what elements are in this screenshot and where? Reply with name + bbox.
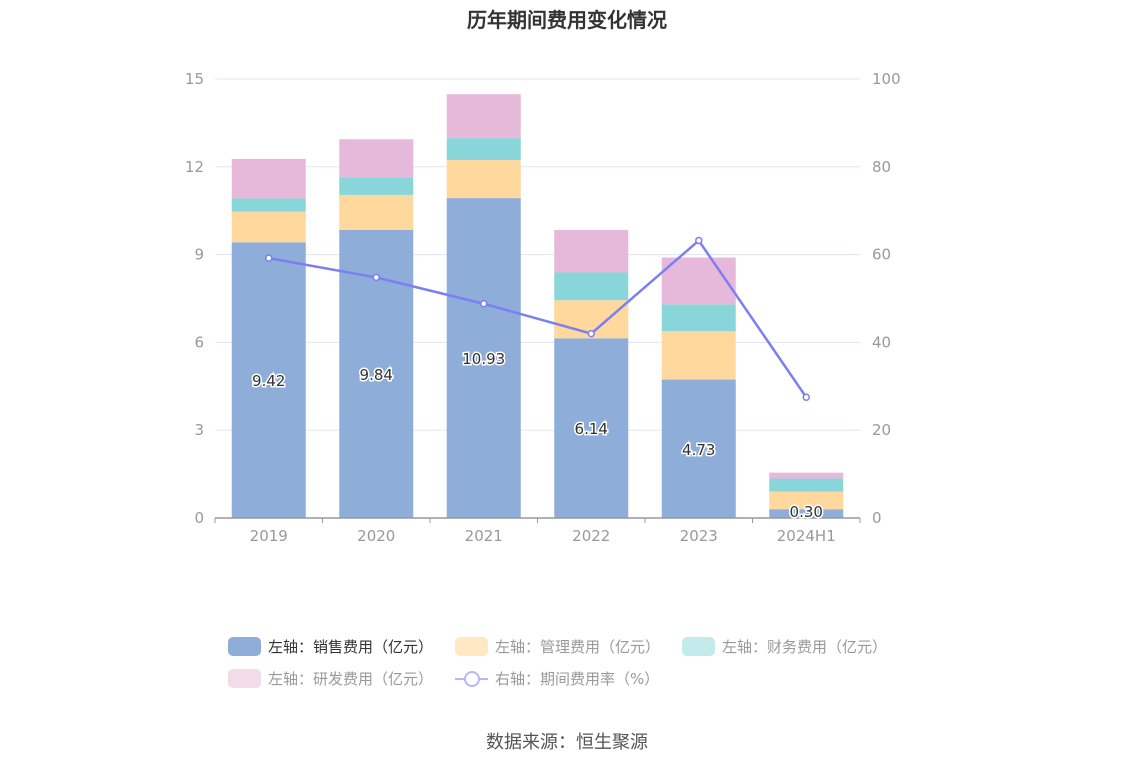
legend-swatch-finance <box>682 636 716 656</box>
right-tick-label: 80 <box>872 158 891 176</box>
bar-segment <box>661 304 736 332</box>
x-tick-label: 2022 <box>572 527 610 545</box>
legend-label-expense-ratio: 右轴：期间费用率（%） <box>495 669 660 688</box>
legend-row: 左轴：研发费用（亿元） 右轴：期间费用率（%） <box>228 662 928 694</box>
line-series <box>265 236 810 402</box>
legend-item-sales[interactable]: 左轴：销售费用（亿元） <box>228 636 433 657</box>
legend-swatch-admin <box>455 636 489 656</box>
expense-ratio-point <box>695 236 703 245</box>
legend-label-admin: 左轴：管理费用（亿元） <box>495 637 661 656</box>
left-tick-label: 9 <box>194 246 204 264</box>
expense-ratio-point <box>372 273 380 282</box>
bar-segment <box>769 478 844 492</box>
data-labels: 9.42 9.84 10.93 6.14 4.73 0.30 <box>251 349 825 523</box>
bar-segment <box>446 160 521 199</box>
expense-ratio-point <box>265 254 273 262</box>
x-tick-label: 2021 <box>465 527 503 545</box>
expense-ratio-point <box>802 393 810 402</box>
expense-ratio-line <box>268 238 808 398</box>
legend-label-rnd: 左轴：研发费用（亿元） <box>268 669 434 688</box>
x-axis-tick-labels: 2019 2020 2021 2022 2023 2024H1 <box>214 518 861 545</box>
bar-segment <box>446 94 521 139</box>
bar-segment <box>446 198 521 518</box>
right-tick-label: 20 <box>872 421 891 439</box>
bar-segment <box>231 198 306 212</box>
bar-value-label: 9.42 <box>252 372 285 390</box>
x-tick-label: 2024H1 <box>777 527 836 545</box>
bar-value-label: 10.93 <box>462 350 505 368</box>
source-note: 数据来源：恒生聚源 <box>486 732 648 753</box>
bar-segment <box>769 491 844 510</box>
right-axis-tick-labels: 0 20 40 60 80 100 <box>872 70 901 527</box>
bar-series <box>231 94 844 519</box>
x-tick-label: 2020 <box>357 527 395 545</box>
bar-segment <box>661 257 736 305</box>
bar-segment <box>554 272 629 301</box>
bar-segment <box>339 139 414 178</box>
bar-segment <box>554 338 629 518</box>
bar-value-label: 4.73 <box>682 441 715 459</box>
legend-item-admin[interactable]: 左轴：管理费用（亿元） <box>455 636 660 657</box>
legend-swatch-expense-ratio <box>455 669 489 688</box>
expense-ratio-point <box>587 329 595 338</box>
left-tick-label: 3 <box>194 421 204 439</box>
bar-segment <box>554 230 629 273</box>
chart-title: 历年期间费用变化情况 <box>467 8 667 32</box>
legend-swatch-sales <box>228 636 261 656</box>
bar-segment <box>231 158 306 199</box>
legend-item-rnd[interactable]: 左轴：研发费用（亿元） <box>228 668 433 689</box>
legend-label-finance: 左轴：财务费用（亿元） <box>722 637 888 656</box>
left-tick-label: 12 <box>185 158 204 176</box>
left-axis-tick-labels: 0 3 6 9 12 15 <box>185 70 204 527</box>
legend-item-expense-ratio[interactable]: 右轴：期间费用率（%） <box>455 668 659 689</box>
x-tick-label: 2019 <box>250 527 288 545</box>
right-tick-label: 0 <box>872 509 882 527</box>
bar-segment <box>231 242 306 519</box>
legend: 左轴：销售费用（亿元） 左轴：管理费用（亿元） 左轴：财务费用（亿元） 左轴：研… <box>228 630 928 694</box>
bar-segment <box>339 177 414 195</box>
right-tick-label: 60 <box>872 246 891 264</box>
expense-ratio-point <box>480 300 488 308</box>
bar-segment <box>661 331 736 380</box>
bar-value-label: 9.84 <box>360 366 393 384</box>
legend-item-finance[interactable]: 左轴：财务费用（亿元） <box>682 636 887 657</box>
bar-segment <box>661 379 736 518</box>
bar-segment <box>769 472 844 479</box>
right-tick-label: 40 <box>872 333 891 351</box>
bar-segment <box>769 509 844 518</box>
x-tick-label: 2023 <box>680 527 718 545</box>
legend-label-sales: 左轴：销售费用（亿元） <box>268 637 434 656</box>
left-tick-label: 0 <box>194 509 204 527</box>
legend-row: 左轴：销售费用（亿元） 左轴：管理费用（亿元） 左轴：财务费用（亿元） <box>228 630 928 662</box>
bar-segment <box>231 211 306 243</box>
bar-segment <box>446 138 521 161</box>
bar-value-label: 6.14 <box>575 420 608 438</box>
bar-value-label: 0.30 <box>790 503 823 521</box>
legend-swatch-rnd <box>228 668 261 688</box>
bar-segment <box>339 194 414 231</box>
left-tick-label: 6 <box>194 333 204 351</box>
left-tick-label: 15 <box>185 70 204 88</box>
grid-lines <box>215 78 860 431</box>
right-tick-label: 100 <box>872 70 901 88</box>
